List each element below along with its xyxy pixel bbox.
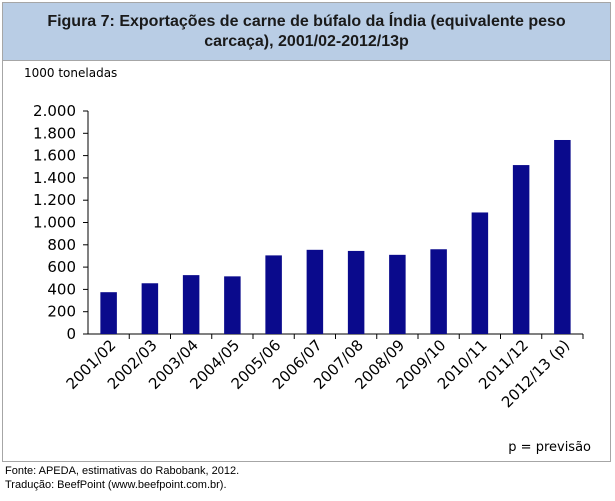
bar: [389, 254, 406, 334]
y-tick-label: 1.400: [33, 169, 76, 187]
y-tick-label: 0: [66, 325, 76, 343]
figure-title: Figura 7: Exportações de carne de búfalo…: [47, 12, 566, 50]
y-tick-label: 1.200: [33, 191, 76, 209]
bar-chart: 0 200 400 600 800 1.000 1.200 1.400 1.600 1.800 2.…: [33, 102, 584, 411]
y-tick-label: 2.000: [33, 102, 76, 120]
source-block: Fonte: APEDA, estimativas do Rabobank, 2…: [5, 464, 239, 492]
bar: [141, 283, 159, 334]
y-tick-label: 1.600: [33, 147, 76, 165]
bar: [265, 255, 282, 334]
bar: [182, 275, 200, 334]
bar: [430, 249, 447, 334]
y-tick-label: 400: [47, 280, 76, 298]
y-tick-label: 1.800: [33, 124, 76, 142]
bar: [512, 165, 530, 334]
bar: [471, 212, 489, 334]
y-tick-label: 200: [47, 303, 76, 321]
y-tick-label: 600: [47, 258, 76, 276]
bar: [224, 276, 241, 334]
figure-title-bar: Figura 7: Exportações de carne de búfalo…: [3, 3, 610, 61]
bar: [306, 249, 324, 334]
source-line: Fonte: APEDA, estimativas do Rabobank, 2…: [5, 465, 240, 477]
bar: [347, 250, 365, 334]
y-tick-label: 1.000: [33, 214, 76, 232]
figure-frame: Figura 7: Exportações de carne de búfalo…: [2, 2, 611, 462]
y-tick-label: 800: [47, 236, 76, 254]
forecast-note: p = previsão: [508, 440, 591, 455]
bar: [100, 292, 117, 334]
y-axis-unit-label: 1000 toneladas: [24, 66, 118, 80]
translation-line: Tradução: BeefPoint (www.beefpoint.com.b…: [5, 479, 227, 491]
bar: [554, 139, 571, 334]
